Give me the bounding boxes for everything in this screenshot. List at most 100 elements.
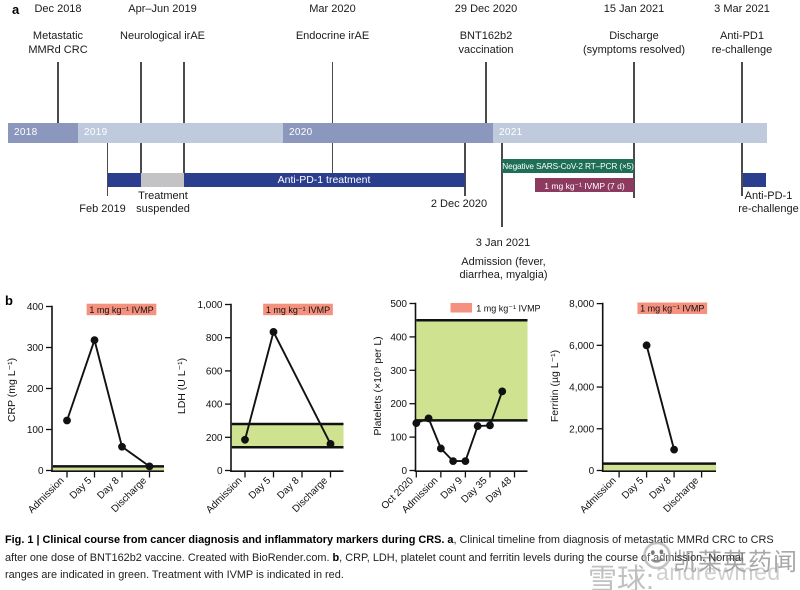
timeline-sub-tick: [741, 142, 743, 196]
year-segment-2021: 2021: [493, 122, 767, 143]
anti-pd1-treatment-label: Anti-PD-1 treatment: [277, 173, 371, 186]
timeline-sub-tick: [106, 142, 109, 196]
timeline-event-4: 29 Dec 2020 BNT162b2 vaccination: [455, 3, 517, 57]
x-tick-label: Day 8: [95, 475, 122, 502]
y-axis-title: Platelets (×10⁹ per L): [372, 336, 384, 435]
snowball-logo-icon: [643, 541, 671, 570]
event-tick-line: [140, 62, 142, 123]
y-tick-label: 800: [206, 333, 223, 344]
y-axis-title: CRP (mg L⁻¹): [6, 358, 18, 422]
year-segment-2018: 2018: [8, 122, 78, 143]
panel-a-label: a: [12, 2, 20, 17]
y-tick-label: 8,000: [569, 299, 594, 310]
event-tick-line: [183, 62, 185, 123]
chart-0: 0 100 200 300 400 Admission Day 5 Day 8Discharg…: [6, 302, 164, 516]
timeline-event-6: 3 Mar 2021 Anti-PD1 re-challenge: [712, 3, 773, 57]
y-tick-label: 0: [589, 466, 595, 477]
data-line: [415, 390, 504, 463]
y-tick-label: 0: [401, 466, 407, 477]
data-point: [118, 442, 126, 451]
x-tick-label: Day 8: [275, 475, 302, 502]
y-tick-label: 400: [390, 332, 407, 343]
timeline-sub-tick: [633, 142, 635, 198]
x-tick-label: Admission: [204, 475, 244, 515]
year-label: 2021: [499, 126, 523, 138]
event-name: BNT162b2 vaccination: [458, 30, 514, 56]
x-tick-label: Discharge: [662, 475, 702, 515]
year-segment-2020: 2020: [283, 122, 493, 143]
year-label: 2019: [84, 126, 108, 138]
year-label: 2020: [289, 126, 313, 138]
x-tick-label: Discharge: [110, 475, 150, 515]
rechallenge-label: Anti-PD-1 re-challenge: [738, 190, 799, 215]
ivmp-timeline-bar: 1 mg kg⁻¹ IVMP (7 d): [535, 178, 634, 192]
data-point: [473, 422, 482, 430]
rechallenge-bar: [743, 172, 766, 187]
y-tick-label: 200: [390, 399, 407, 410]
x-tick-label: Day 8: [647, 475, 674, 502]
event-date: 15 Jan 2021: [603, 3, 665, 15]
ivmp-label: 1 mg kg⁻¹ IVMP: [266, 305, 330, 315]
y-tick-label: 0: [217, 466, 223, 477]
x-tick-label: Day 9: [439, 475, 466, 502]
data-point: [449, 457, 458, 466]
timeline-event-3: Mar 2020 Endocrine irAE: [296, 3, 369, 44]
x-tick-label: Day 5: [68, 475, 95, 502]
data-point: [642, 341, 651, 350]
caption-line-3: ranges are indicated in green. Treatment…: [5, 569, 344, 581]
caption-a-ref: a: [447, 534, 454, 546]
y-axis-title: LDH (U L⁻¹): [176, 358, 188, 414]
event-name: Endocrine irAE: [295, 30, 370, 42]
data-point: [436, 444, 445, 453]
y-tick-label: 2,000: [569, 424, 594, 435]
y-tick-label: 100: [27, 425, 44, 436]
event-tick-line: [741, 62, 743, 123]
event-date: Apr–Jun 2019: [128, 3, 197, 15]
ivmp-label: 1 mg kg⁻¹ IVMP: [89, 305, 153, 315]
x-tick-label: Day 48: [484, 475, 514, 505]
watermark-brand-latin: andrewmed: [656, 559, 781, 585]
timeline-sub-tick: [501, 142, 503, 227]
ivmp-highlight: [86, 303, 157, 316]
y-tick-label: 500: [390, 299, 407, 310]
treatment-end-label: 2 Dec 2020: [430, 198, 488, 210]
event-date: Mar 2020: [309, 3, 356, 15]
ivmp-label: 1 mg kg⁻¹ IVMP: [640, 304, 704, 314]
chart-3: 0 2,000 4,000 6,000 8,000 Admission Day 5 Day 8…: [549, 299, 716, 516]
x-tick-label: Oct 2020: [379, 475, 416, 512]
watermark-account: 凯莱英药闻: [673, 549, 798, 576]
timeline-sub-tick: [464, 142, 466, 196]
caption-title: Fig. 1 | Clinical course from cancer dia…: [5, 534, 448, 546]
ivmp-highlight: [637, 302, 708, 314]
data-point: [90, 336, 99, 345]
negative-pcr-bar: Negative SARS-CoV-2 RT–PCR (×5): [502, 158, 634, 173]
x-tick-label: Day 5: [247, 475, 274, 502]
negative-pcr-label: Negative SARS-CoV-2 RT–PCR (×5): [502, 161, 634, 172]
ivmp-timeline-label: 1 mg kg⁻¹ IVMP (7 d): [544, 180, 625, 191]
watermark-brand-cn: 雪球:: [588, 564, 655, 590]
data-point: [461, 457, 470, 466]
y-tick-label: 4,000: [569, 383, 594, 394]
event-date: 29 Dec 2020: [454, 3, 518, 15]
x-tick-label: Day 35: [459, 475, 489, 505]
data-point: [63, 416, 71, 425]
normal-range-band: [416, 320, 528, 421]
y-tick-label: 100: [390, 433, 407, 444]
normal-range-band: [52, 467, 164, 471]
ivmp-highlight: [263, 303, 333, 316]
event-name: Anti-PD1 re-challenge: [711, 30, 773, 56]
timeline-sub-tick: [331, 142, 334, 173]
data-point: [269, 327, 278, 336]
year-segment-2019: 2019: [78, 122, 283, 143]
data-point: [498, 387, 507, 396]
treatment-suspended-label: Treatment suspended: [136, 189, 190, 215]
data-point: [424, 414, 433, 423]
y-tick-label: 200: [27, 384, 44, 395]
data-line: [244, 329, 332, 445]
y-tick-label: 300: [390, 366, 407, 377]
x-tick-label: Admission: [26, 475, 66, 515]
timeline-event-2: Apr–Jun 2019 Neurological irAE: [120, 3, 205, 44]
